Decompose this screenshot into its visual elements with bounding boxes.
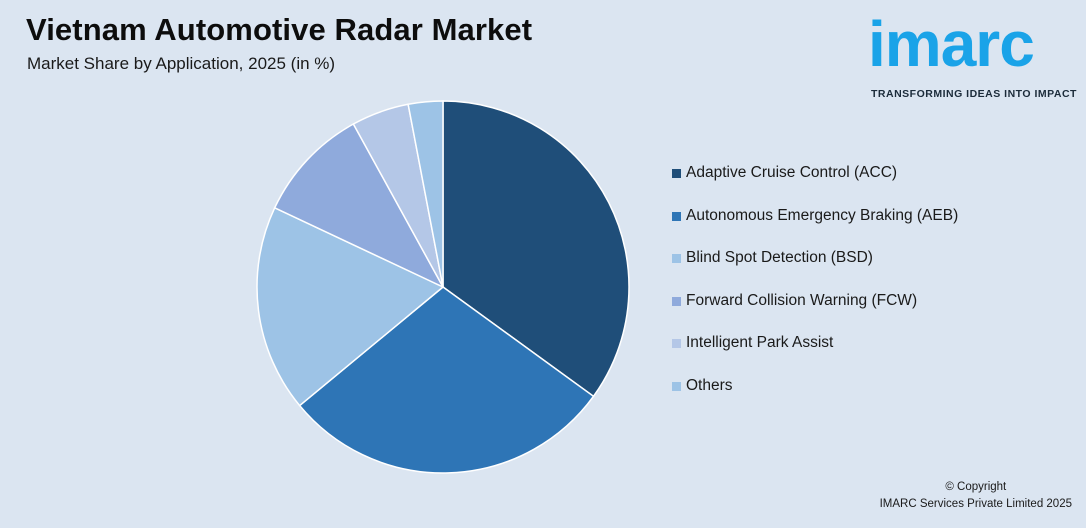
chart-title: Vietnam Automotive Radar Market — [26, 12, 533, 47]
copyright-line-1: © Copyright — [945, 481, 1007, 493]
pie-slice-3 — [256, 206, 445, 407]
logo-tagline: TRANSFORMING IDEAS INTO IMPACT — [871, 88, 1077, 100]
legend-swatch — [672, 169, 681, 178]
legend-swatch — [672, 381, 681, 391]
copyright-line-2: IMARC Services Private Limited 2025 — [879, 497, 1072, 510]
imarc-logo: imarc TRANSFORMING IDEAS INTO IMPACT — [868, 12, 1078, 102]
legend-swatch — [672, 254, 681, 263]
pie-slice-2 — [298, 286, 595, 474]
legend-item-4: Forward Collision Warning (FCW) — [672, 292, 958, 335]
pie-slice-1 — [442, 100, 630, 398]
legend-swatch — [672, 339, 681, 348]
pie-slice-6 — [407, 100, 444, 288]
legend-label: Intelligent Park Assist — [686, 334, 834, 351]
legend-item-1: Adaptive Cruise Control (ACC) — [672, 164, 958, 207]
legend-label: Adaptive Cruise Control (ACC) — [686, 164, 898, 181]
chart-subtitle: Market Share by Application, 2025 (in %) — [27, 54, 336, 73]
legend-item-3: Blind Spot Detection (BSD) — [672, 249, 958, 292]
legend-label: Forward Collision Warning (FCW) — [686, 291, 918, 309]
pie-slices — [256, 100, 630, 474]
legend-label: Autonomous Emergency Braking (AEB) — [686, 206, 959, 224]
legend-item-5: Intelligent Park Assist — [672, 334, 958, 377]
pie-slice-4 — [273, 122, 445, 289]
chart-legend: Adaptive Cruise Control (ACC) Autonomous … — [672, 164, 958, 419]
legend-swatch — [672, 296, 681, 306]
copyright-notice: © Copyright IMARC Services Private Limit… — [880, 479, 1072, 512]
legend-label: Blind Spot Detection (BSD) — [686, 249, 873, 266]
logo-wordmark: imarc — [868, 8, 1035, 80]
legend-label: Others — [686, 376, 733, 394]
legend-item-6: Others — [672, 377, 958, 420]
legend-swatch — [672, 211, 681, 221]
legend-item-2: Autonomous Emergency Braking (AEB) — [672, 207, 958, 250]
